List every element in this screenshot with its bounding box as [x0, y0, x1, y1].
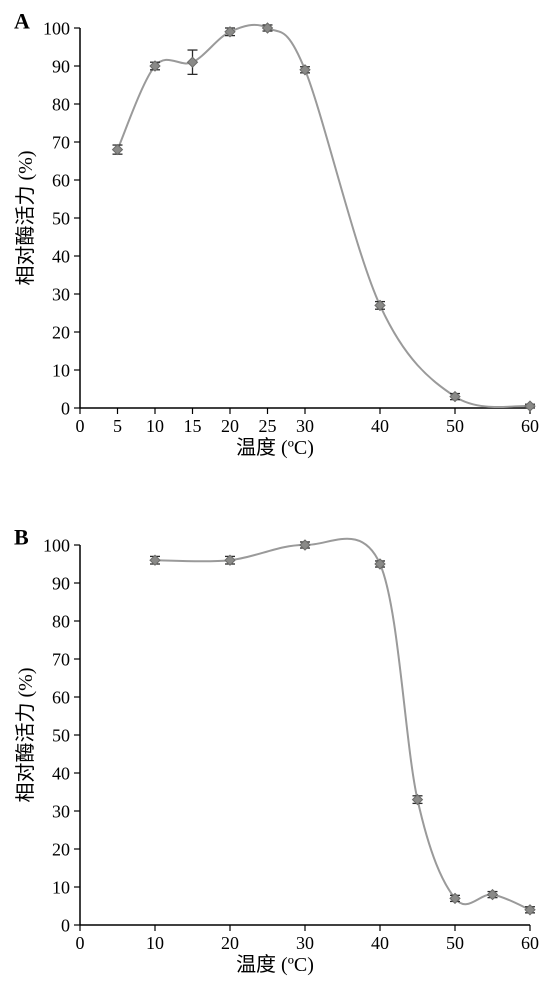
x-tick-label: 40 [371, 416, 389, 436]
data-line [118, 25, 531, 407]
figure-root: A010203040506070809010001020304050605152… [0, 0, 554, 1000]
y-tick-label: 20 [52, 839, 70, 859]
data-marker [188, 57, 198, 67]
y-tick-label: 90 [52, 56, 70, 76]
figure-svg: A010203040506070809010001020304050605152… [0, 0, 554, 1000]
y-tick-label: 50 [52, 725, 70, 745]
x-tick-label: 60 [521, 416, 539, 436]
data-marker [113, 145, 123, 155]
panel-label: B [14, 525, 29, 550]
x-tick-label: 10 [146, 933, 164, 953]
y-tick-label: 30 [52, 284, 70, 304]
x-tick-label: 50 [446, 416, 464, 436]
x-tick-label: 40 [371, 933, 389, 953]
y-tick-label: 0 [61, 915, 70, 935]
y-tick-label: 50 [52, 208, 70, 228]
y-tick-label: 40 [52, 246, 70, 266]
chart-panel-B: B 0 10 20 30 40 50 60 70 80 90 100 0 10 20 30 40 50 60 相对酶活… [14, 525, 539, 976]
y-tick-label: 40 [52, 763, 70, 783]
x-tick-label: 25 [259, 416, 277, 436]
y-tick-label: 80 [52, 94, 70, 114]
x-tick-label: 15 [184, 416, 202, 436]
y-tick-label: 10 [52, 360, 70, 380]
x-tick-label: 10 [146, 416, 164, 436]
y-tick-label: 70 [52, 649, 70, 669]
y-tick-label: 100 [43, 535, 70, 555]
x-axis-title: 温度 (ºC) [236, 953, 314, 976]
chart-panel-A: A 0 10 20 30 40 50 60 70 80 90 100 0 10 20 30 40 50 60 5 15 2… [14, 9, 539, 459]
y-tick-label: 30 [52, 801, 70, 821]
y-tick-label: 100 [43, 18, 70, 38]
x-tick-label: 20 [221, 416, 239, 436]
x-tick-label: 50 [446, 933, 464, 953]
data-marker [525, 401, 535, 411]
x-tick-label: 5 [113, 416, 122, 436]
x-tick-label: 0 [76, 933, 85, 953]
y-tick-label: 10 [52, 877, 70, 897]
panel-label: A [14, 9, 30, 34]
y-tick-label: 60 [52, 170, 70, 190]
y-axis-title: 相对酶活力 (%) [14, 151, 37, 286]
x-tick-label: 20 [221, 933, 239, 953]
y-tick-label: 0 [61, 398, 70, 418]
x-tick-label: 60 [521, 933, 539, 953]
y-axis-title: 相对酶活力 (%) [14, 668, 37, 803]
y-tick-label: 20 [52, 322, 70, 342]
y-tick-label: 80 [52, 611, 70, 631]
y-tick-label: 90 [52, 573, 70, 593]
data-line [155, 539, 530, 910]
y-tick-label: 70 [52, 132, 70, 152]
x-tick-label: 0 [76, 416, 85, 436]
x-axis-title: 温度 (ºC) [236, 436, 314, 459]
x-tick-label: 30 [296, 933, 314, 953]
x-tick-label: 30 [296, 416, 314, 436]
y-tick-label: 60 [52, 687, 70, 707]
